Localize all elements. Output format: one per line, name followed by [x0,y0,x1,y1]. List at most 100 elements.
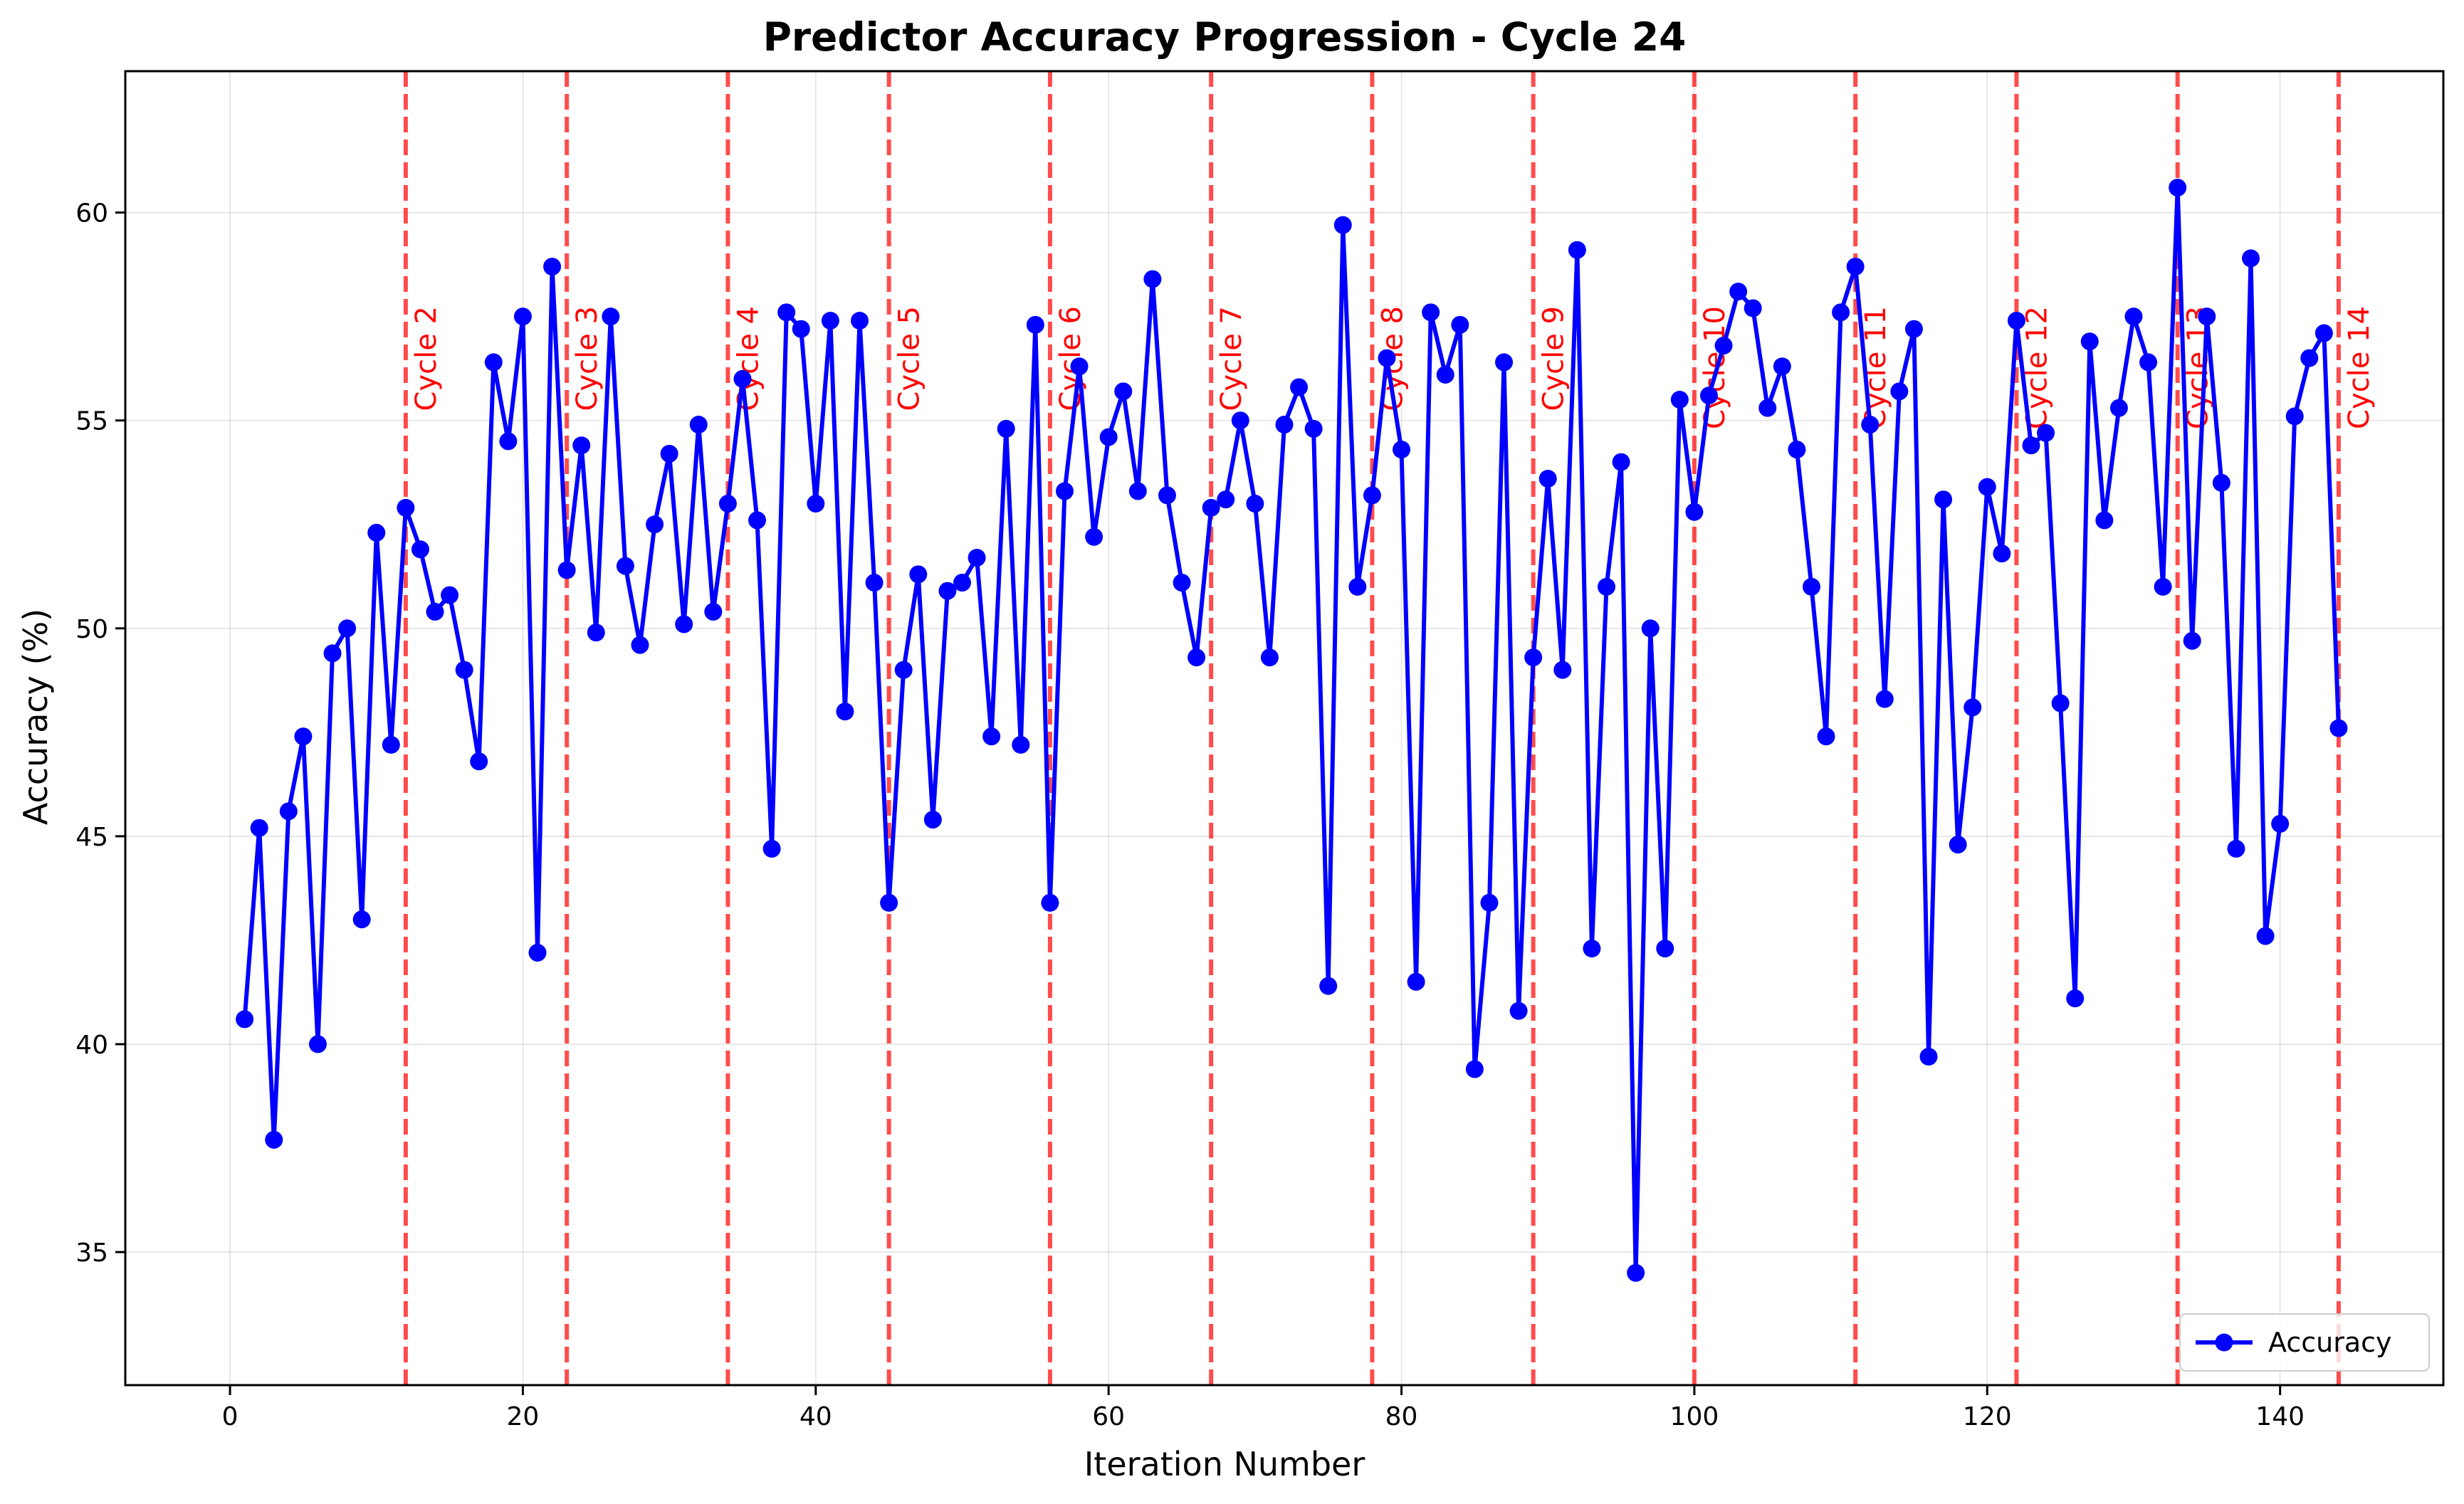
accuracy-point [1744,299,1762,317]
accuracy-point [1333,216,1352,234]
y-tick-label: 60 [75,199,108,228]
accuracy-point [2154,577,2172,596]
accuracy-point [557,561,576,579]
accuracy-point [1378,349,1396,367]
accuracy-point [382,735,400,754]
accuracy-point [1158,486,1176,505]
accuracy-point [1699,386,1718,405]
accuracy-point [1904,320,1923,338]
accuracy-point [1495,353,1514,372]
accuracy-point [1832,303,1850,322]
x-tick-label: 40 [800,1402,832,1431]
accuracy-point [1758,399,1777,417]
accuracy-point [1319,977,1338,995]
accuracy-point [1099,428,1118,446]
accuracy-point [338,619,357,638]
grid [125,71,2443,1385]
accuracy-point [2198,307,2216,326]
accuracy-point [1714,337,1733,355]
accuracy-point [1451,315,1469,334]
axes: 0 20 40 60 80 100 120 140 35 40 45 50 55 60 [75,70,2445,1431]
accuracy-point [1348,577,1367,596]
accuracy-point [1055,482,1074,500]
accuracy-point [323,644,342,663]
accuracy-point [865,574,884,592]
y-tick-label: 40 [75,1031,108,1060]
accuracy-point [484,353,503,372]
accuracy-point [2139,353,2158,372]
accuracy-point [660,444,678,463]
accuracy-point [1817,727,1835,746]
accuracy-point [689,416,708,434]
accuracy-point [1465,1060,1484,1078]
accuracy-point [2066,989,2085,1008]
accuracy-point [1656,940,1674,958]
accuracy-point [2109,399,2128,417]
accuracy-point [1875,690,1894,708]
accuracy-point [982,727,1001,746]
accuracy-point [543,258,562,276]
accuracy-point [1978,478,1996,496]
accuracy-point [308,1035,327,1053]
accuracy-point [1173,574,1191,592]
accuracy-point [1538,469,1557,488]
y-tick-label: 45 [75,823,108,852]
x-tick-label: 20 [507,1402,540,1431]
legend-box [2179,1313,2430,1372]
accuracy-point [1553,661,1572,679]
accuracy-point [1919,1048,1938,1066]
accuracy-point [1231,411,1249,430]
accuracy-point [675,615,693,633]
accuracy-point [938,582,957,600]
accuracy-point [1070,357,1089,376]
accuracy-point [894,661,913,679]
accuracy-point [513,307,532,326]
x-tick-label: 60 [1092,1402,1125,1431]
accuracy-point [2242,249,2260,268]
accuracy-point [792,320,810,338]
accuracy-point [718,495,737,513]
accuracy-point [1627,1263,1645,1282]
accuracy-point [455,661,473,679]
series-accuracy [236,179,2348,1282]
cycle-marker-label: Cycle 2 [410,306,443,411]
legend-marker-swatch [2215,1333,2233,1352]
accuracy-point [1012,735,1030,754]
cycle-marker-label: Cycle 14 [2343,306,2376,429]
accuracy-point [1568,241,1586,259]
accuracy-point [236,1010,254,1029]
accuracy-point [748,511,767,530]
accuracy-point [1246,495,1264,513]
accuracy-point [1202,498,1220,517]
accuracy-point [2022,436,2040,455]
accuracy-point [777,303,796,322]
accuracy-point [1729,283,1748,301]
accuracy-point [1788,441,1806,459]
legend-label-accuracy: Accuracy [2268,1327,2392,1358]
accuracy-point [441,586,459,604]
accuracy-point [294,727,313,746]
accuracy-point [528,943,547,962]
accuracy-point [1934,490,1953,509]
accuracy-point [2183,631,2201,650]
accuracy-point [1393,441,1411,459]
accuracy-point [953,574,971,592]
accuracy-point [807,495,825,513]
accuracy-point [367,523,386,542]
accuracy-point [1861,416,1880,434]
accuracy-point [411,540,429,559]
accuracy-point [2037,424,2055,442]
accuracy-point [1143,270,1162,288]
accuracy-point [265,1130,283,1149]
plot-frame [124,70,2445,1387]
chart-title: Predictor Accuracy Progression - Cycle 2… [763,14,1687,60]
accuracy-point [2212,473,2230,492]
cycle-marker-label: Cycle 5 [893,306,926,411]
accuracy-point [1363,486,1381,505]
accuracy-point [1260,648,1279,667]
accuracy-point [499,432,518,451]
accuracy-point [470,752,488,771]
accuracy-point [1773,357,1791,376]
accuracy-point [1041,893,1059,912]
